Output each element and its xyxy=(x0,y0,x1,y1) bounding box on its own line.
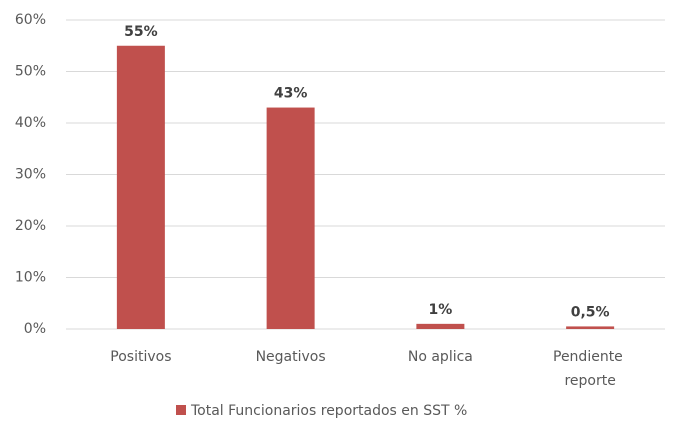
bar xyxy=(116,45,165,329)
bar xyxy=(266,107,315,329)
data-label: 43% xyxy=(274,86,308,102)
x-tick-label: Positivos xyxy=(110,349,171,365)
data-label: 0,5% xyxy=(571,304,610,320)
bar xyxy=(416,323,465,329)
legend-label: Total Funcionarios reportados en SST % xyxy=(190,403,467,419)
x-tick-label: Negativos xyxy=(256,349,326,365)
y-tick-label: 0% xyxy=(24,321,46,337)
x-tick-label: Pendiente reporte xyxy=(553,349,627,389)
y-tick-label: 60% xyxy=(15,12,46,28)
bar xyxy=(566,326,615,329)
y-tick-label: 20% xyxy=(15,218,46,234)
y-tick-label: 50% xyxy=(15,64,46,80)
legend-swatch xyxy=(176,405,186,415)
y-tick-label: 30% xyxy=(15,167,46,183)
y-tick-label: 40% xyxy=(15,115,46,131)
y-tick-label: 10% xyxy=(15,270,46,286)
x-tick-label: No aplica xyxy=(408,349,473,365)
data-label: 55% xyxy=(124,24,158,40)
data-label: 1% xyxy=(428,302,452,318)
